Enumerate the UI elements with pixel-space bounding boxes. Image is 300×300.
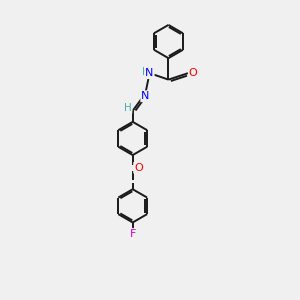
Text: O: O: [189, 68, 197, 78]
Text: F: F: [130, 229, 136, 239]
Text: H: H: [124, 103, 131, 113]
Text: N: N: [146, 68, 154, 78]
Text: H: H: [142, 67, 149, 77]
Text: O: O: [134, 163, 143, 173]
Text: N: N: [141, 91, 150, 101]
